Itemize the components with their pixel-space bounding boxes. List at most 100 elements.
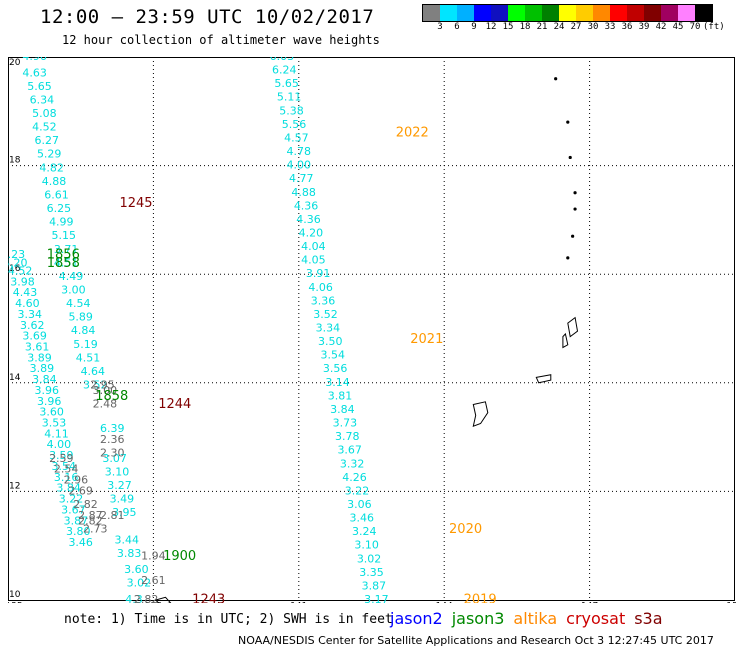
wave-height-label: 4.88 (42, 175, 67, 188)
island-outline (154, 596, 172, 603)
island-outline (562, 332, 569, 349)
wave-height-label: 2.96 (64, 474, 89, 487)
wave-height-label: 1.94 (141, 550, 166, 563)
pass-time-label: 2019 (464, 593, 497, 604)
wave-height-label: 4.00 (287, 159, 312, 172)
wave-height-label: 4.43 (13, 286, 38, 299)
wave-height-label: 3.81 (328, 389, 353, 402)
color-swatch (610, 5, 627, 21)
wave-height-label: 6.27 (35, 134, 60, 147)
wave-height-label: 3.96 (35, 384, 60, 397)
wave-height-label: 4.11 (44, 427, 69, 440)
wave-height-label: 5.65 (27, 80, 52, 93)
wave-height-label: 3.00 (93, 384, 118, 397)
wave-height-label: 3.54 (51, 460, 76, 473)
wave-height-label: 5.15 (51, 229, 76, 242)
wave-height-label: 4.23 (8, 248, 25, 261)
wave-height-label: 3.46 (350, 512, 375, 525)
wave-height-label: 4.06 (308, 281, 333, 294)
y-tick-label: 10 (9, 590, 21, 600)
wave-height-label: 2.69 (68, 484, 93, 497)
color-scale-label: 30 (587, 22, 599, 32)
wave-height-label: 2.81 (100, 509, 125, 522)
wave-height-label: 3.89 (27, 351, 52, 364)
wave-height-label: 4.36 (296, 213, 321, 226)
island-outline (472, 401, 489, 427)
color-swatch (474, 5, 491, 21)
wave-height-label: 3.83 (117, 547, 142, 560)
wave-height-label: 4.05 (301, 254, 326, 267)
wave-height-label: 3.89 (30, 362, 55, 375)
color-scale-label: 70 (689, 22, 701, 32)
wave-height-label: 3.49 (110, 493, 135, 506)
wave-height-label: 3.56 (323, 362, 348, 375)
wave-height-label: 2.30 (100, 446, 125, 459)
color-swatch (440, 5, 457, 21)
wave-height-label: 3.98 (10, 275, 35, 288)
wave-height-label: 3.34 (316, 322, 341, 335)
color-swatch (678, 5, 695, 21)
pass-time-label: 1856 (47, 248, 80, 263)
x-tick-label: 144 (436, 602, 453, 603)
wave-height-label: 5.19 (73, 338, 98, 351)
wave-height-label: 4.64 (81, 365, 106, 378)
color-scale-label: 33 (604, 22, 616, 32)
color-scale-label: 3 (437, 22, 443, 32)
wave-height-label: 2.82 (78, 514, 103, 527)
wave-height-label: 2.82 (134, 593, 159, 603)
color-swatch (644, 5, 661, 21)
wave-height-label: 3.50 (318, 335, 343, 348)
pass-time-label: 2020 (449, 522, 482, 537)
wave-height-label: 6.61 (44, 188, 69, 201)
wave-height-label: 3.95 (112, 506, 137, 519)
wave-height-label: 5.08 (32, 107, 57, 120)
wave-height-label: 4.51 (54, 256, 79, 269)
wave-height-label: 3.54 (320, 349, 345, 362)
wave-height-label: 2.59 (49, 452, 74, 465)
wave-height-label: 4.04 (301, 240, 326, 253)
wave-height-label: 4.52 (32, 121, 57, 134)
wave-height-label: 3.52 (313, 308, 338, 321)
wave-height-label: 3.59 (49, 449, 74, 462)
wave-height-label: 3.87 (362, 579, 387, 592)
y-tick-label: 18 (9, 156, 21, 166)
wave-height-label: 5.29 (37, 148, 62, 161)
wave-height-label: 3.67 (61, 503, 86, 516)
wave-height-label: 4.54 (66, 297, 91, 310)
wave-height-label: 3.32 (340, 457, 365, 470)
wave-height-label: 2.48 (93, 398, 118, 411)
wave-height-label: 4.20 (8, 256, 28, 269)
wave-height-label: 3.16 (54, 471, 79, 484)
wave-height-label: 3.84 (32, 373, 57, 386)
wave-height-label: 4.78 (287, 145, 312, 158)
color-swatch (661, 5, 678, 21)
x-tick-label: 150 (726, 602, 736, 603)
wave-height-label: 4.57 (284, 131, 309, 144)
footer-note: note: 1) Time is in UTC; 2) SWH is in fe… (64, 612, 393, 627)
wave-height-label: 3.10 (105, 465, 130, 478)
wave-height-label: 3.84 (56, 482, 81, 495)
legend-entry-jason2: jason2 (390, 609, 443, 628)
wave-height-label: 4.82 (39, 161, 64, 174)
color-scale-label: 24 (553, 22, 565, 32)
y-tick-label: 14 (9, 373, 21, 383)
wave-height-label: 3.53 (42, 417, 67, 430)
wave-height-label: 2.82 (73, 498, 98, 511)
x-tick-label: 138 (145, 602, 162, 603)
wave-height-label: 3.62 (20, 319, 45, 332)
wave-height-label: 3.14 (325, 376, 350, 389)
wave-height-label: 3.10 (354, 539, 379, 552)
color-swatch (559, 5, 576, 21)
wave-height-label: 3.02 (357, 552, 382, 565)
wave-height-label: 3.22 (59, 493, 84, 506)
wave-height-label: 5.65 (274, 77, 299, 90)
wave-height-label: 3.52 (83, 379, 108, 392)
wave-height-label: 3.36 (311, 294, 336, 307)
wave-height-label: 5.11 (277, 91, 302, 104)
wave-height-label: 3.96 (37, 395, 62, 408)
wave-height-label: 6.03 (270, 57, 295, 63)
wave-height-label: 3.73 (333, 417, 358, 430)
wave-height-label: 4.20 (299, 226, 324, 239)
wave-height-label: 4.96 (22, 57, 47, 63)
wave-height-label: 4.36 (294, 199, 319, 212)
